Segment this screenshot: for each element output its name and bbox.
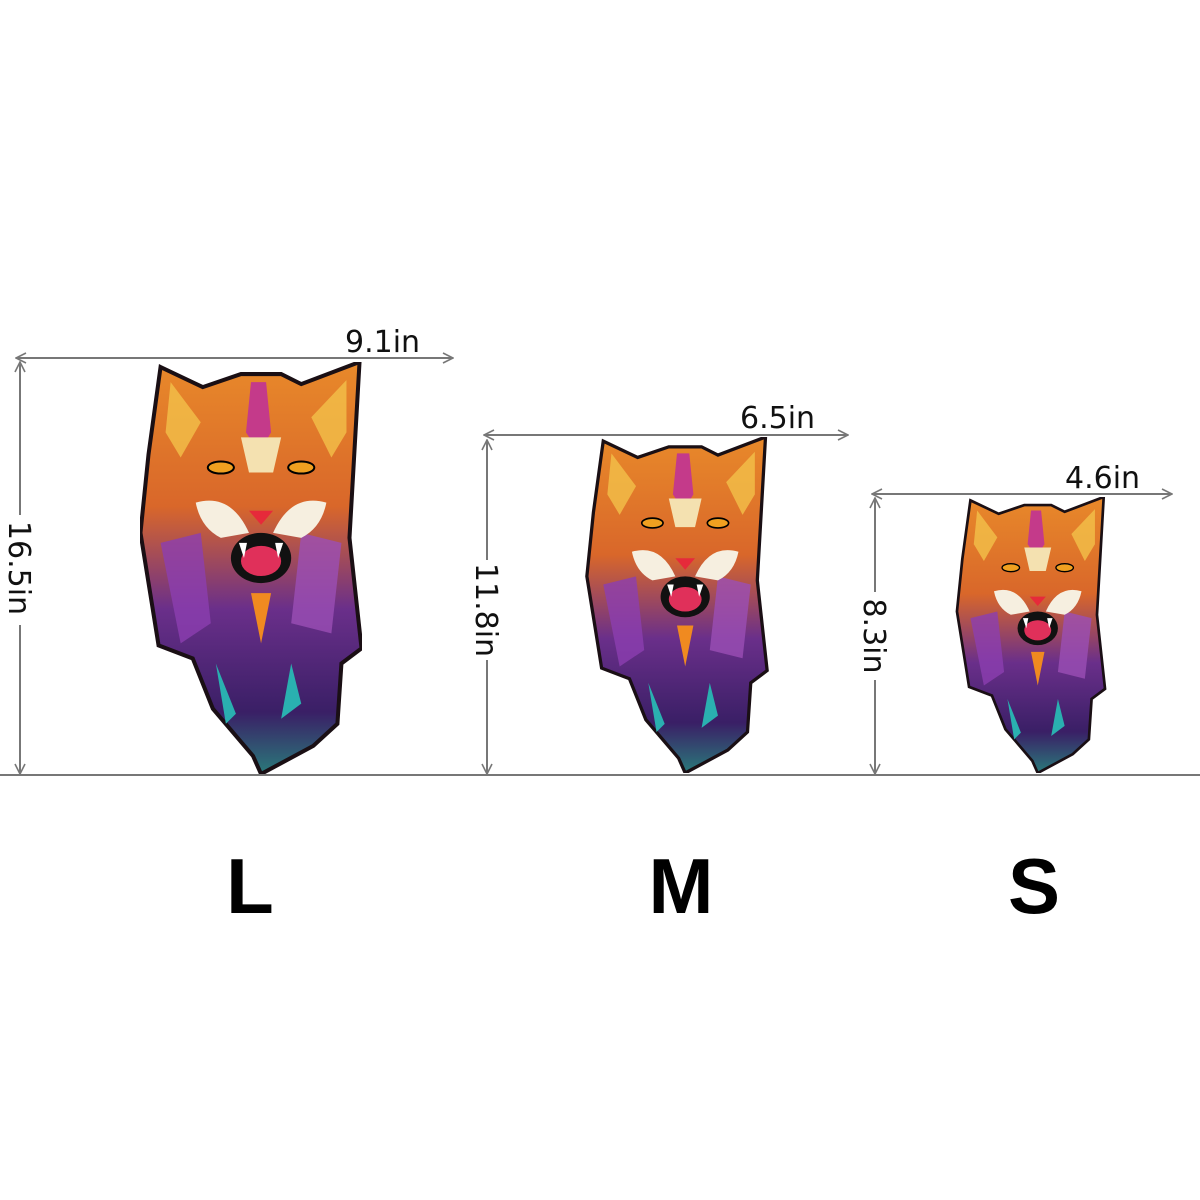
puzzle-image-small xyxy=(955,497,1107,773)
size-letter-s: S xyxy=(1008,842,1060,930)
size-letter-l: L xyxy=(226,842,274,930)
height-label-l: 16.5in xyxy=(1,521,36,615)
height-label-m: 11.8in xyxy=(468,563,503,657)
size-s-group: 4.6in 8.3in S xyxy=(856,461,1172,930)
puzzle-image-medium xyxy=(585,437,769,773)
width-label-m: 6.5in xyxy=(740,401,815,436)
puzzle-image-large xyxy=(140,362,361,774)
width-label-s: 4.6in xyxy=(1065,461,1140,496)
size-m-group: 6.5in 11.8in M xyxy=(468,401,848,930)
height-label-s: 8.3in xyxy=(856,598,891,673)
width-label-l: 9.1in xyxy=(345,325,420,360)
size-letter-m: M xyxy=(649,842,714,930)
size-l-group: 9.1in 16.5in L xyxy=(1,325,453,930)
